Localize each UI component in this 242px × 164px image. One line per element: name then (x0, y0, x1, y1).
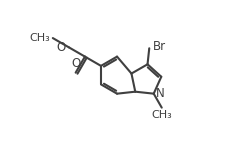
Text: N: N (156, 87, 165, 100)
Text: O: O (57, 41, 66, 54)
Text: CH₃: CH₃ (151, 110, 172, 120)
Text: O: O (71, 57, 80, 70)
Text: Br: Br (153, 40, 166, 53)
Text: CH₃: CH₃ (29, 33, 50, 43)
